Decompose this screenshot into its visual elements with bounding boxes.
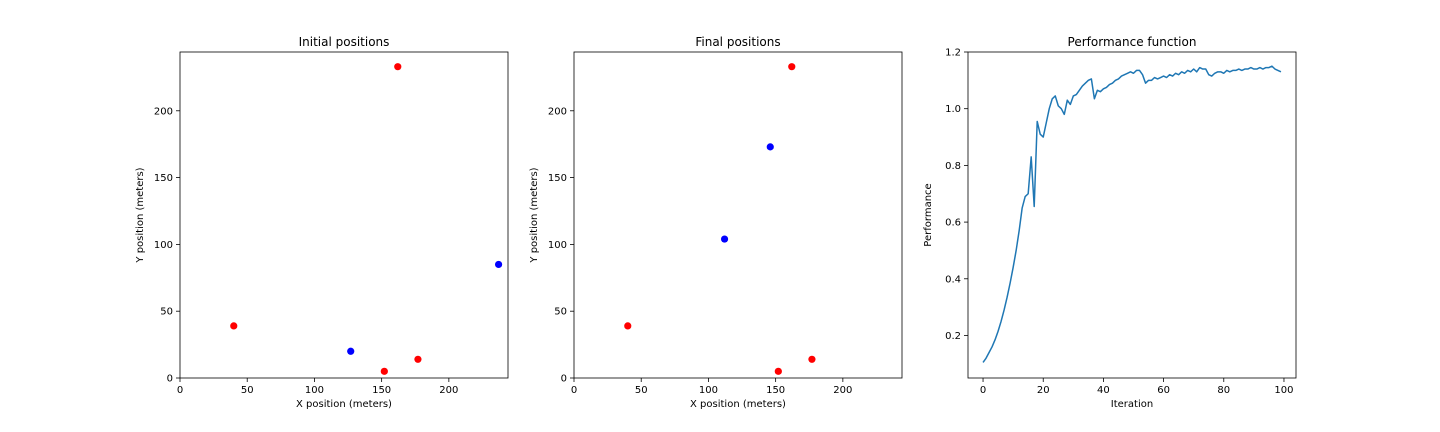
y-tick-label: 0.4 (945, 274, 961, 285)
x-tick-label: 0 (177, 385, 183, 396)
y-tick-label: 50 (554, 307, 567, 318)
y-tick-label: 150 (154, 173, 173, 184)
y-tick-label: 200 (154, 106, 173, 117)
scatter-point (230, 322, 238, 330)
series-line (982, 65, 1282, 363)
x-tick-label: 80 (1217, 385, 1230, 396)
plot-frame (573, 51, 903, 379)
y-tick-label: 150 (548, 173, 567, 184)
y-tick-label: 0.8 (945, 161, 961, 172)
y-tick-label: 50 (160, 307, 173, 318)
y-tick-label: 1.2 (945, 48, 961, 59)
y-tick-label: 200 (548, 106, 567, 117)
x-tick-label: 100 (305, 385, 324, 396)
x-tick-label: 150 (372, 385, 391, 396)
x-tick-label: 100 (1274, 385, 1293, 396)
chart-title: Performance function (1068, 35, 1197, 49)
scatter-point (347, 347, 355, 355)
x-tick-label: 50 (241, 385, 254, 396)
y-tick-label: 100 (154, 240, 173, 251)
x-tick-label: 100 (699, 385, 718, 396)
chart-title: Initial positions (299, 35, 390, 49)
x-axis-label: Iteration (1111, 399, 1153, 410)
scatter-point (414, 355, 422, 363)
scatter-point (624, 322, 632, 330)
y-tick-label: 0.2 (945, 331, 961, 342)
x-tick-label: 20 (1037, 385, 1050, 396)
x-axis-label: X position (meters) (296, 399, 392, 410)
scatter-point (494, 260, 503, 269)
y-axis-label: Performance (923, 183, 934, 246)
plot-frame (967, 51, 1297, 379)
y-axis-label: Y position (meters) (135, 167, 146, 263)
x-tick-label: 200 (439, 385, 458, 396)
x-tick-label: 60 (1157, 385, 1170, 396)
y-axis-label: Y position (meters) (529, 167, 540, 263)
x-tick-label: 150 (766, 385, 785, 396)
scatter-point (720, 235, 729, 243)
scatter-point (788, 63, 796, 71)
scatter-point (808, 355, 816, 363)
y-tick-label: 1.0 (945, 104, 961, 115)
y-tick-label: 0 (167, 374, 173, 385)
x-tick-label: 0 (980, 385, 986, 396)
x-tick-label: 0 (571, 385, 577, 396)
scatter-point (774, 367, 782, 375)
x-tick-label: 200 (833, 385, 852, 396)
y-tick-label: 100 (548, 240, 567, 251)
x-tick-label: 50 (635, 385, 648, 396)
y-tick-label: 0.6 (945, 218, 961, 229)
plot-frame (179, 51, 509, 379)
scatter-point (766, 143, 774, 151)
scatter-point (394, 63, 402, 71)
chart-title: Final positions (695, 35, 780, 49)
x-tick-label: 40 (1097, 385, 1110, 396)
scatter-point (380, 367, 388, 375)
y-tick-label: 0 (561, 374, 567, 385)
x-axis-label: X position (meters) (690, 399, 786, 410)
